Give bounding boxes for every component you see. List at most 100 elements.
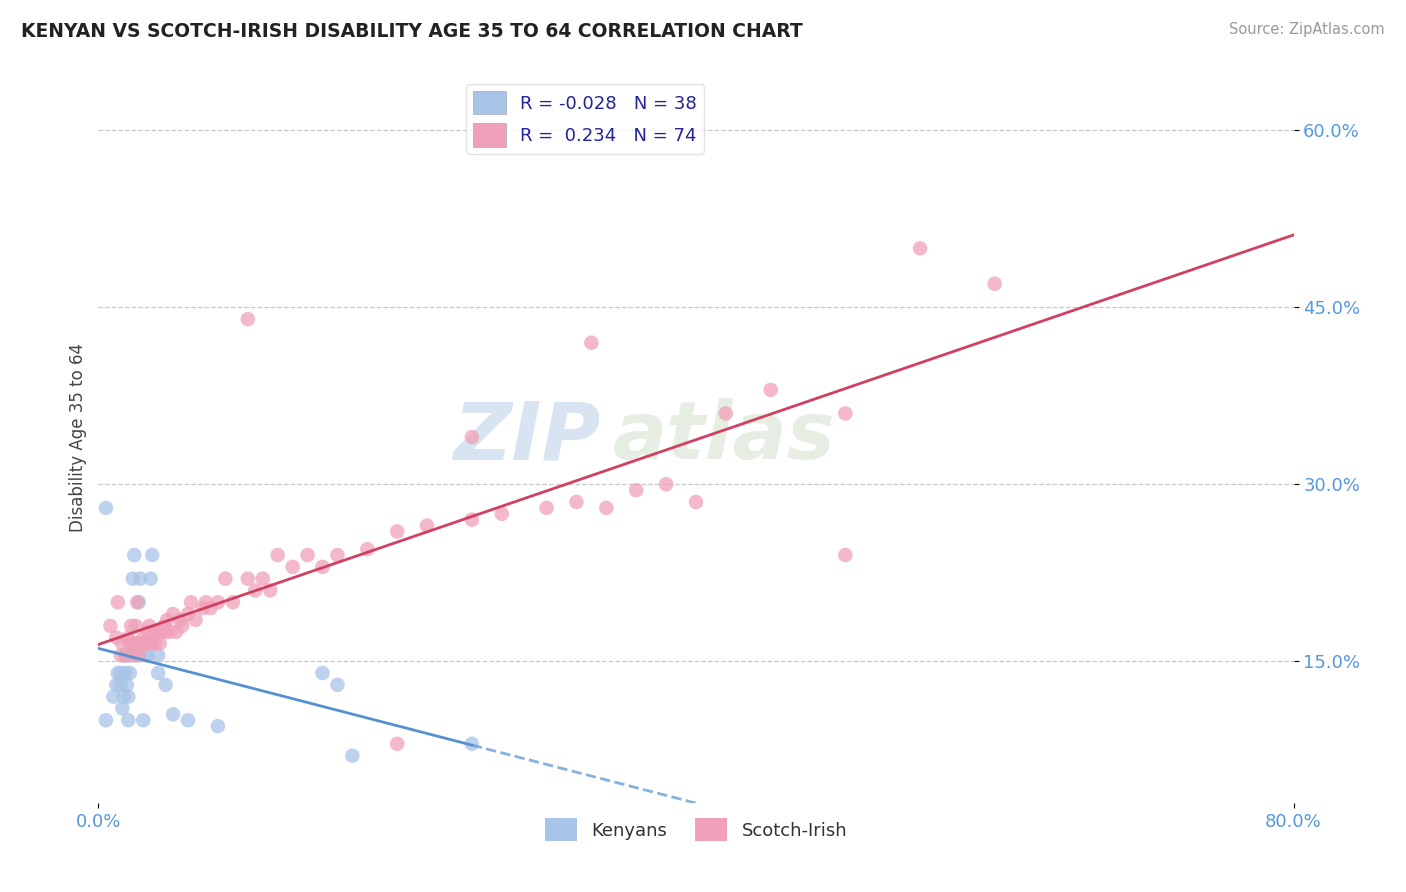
- Point: [156, 613, 179, 627]
- Point: [128, 595, 150, 609]
- Point: [162, 707, 184, 722]
- Point: [342, 748, 364, 763]
- Point: [118, 636, 141, 650]
- Point: [461, 430, 484, 444]
- Point: [148, 624, 170, 639]
- Point: [112, 690, 135, 704]
- Point: [107, 666, 129, 681]
- Point: [222, 595, 245, 609]
- Text: ZIP: ZIP: [453, 398, 600, 476]
- Point: [184, 613, 207, 627]
- Point: [326, 548, 349, 562]
- Point: [134, 636, 156, 650]
- Point: [110, 678, 132, 692]
- Point: [150, 624, 173, 639]
- Point: [98, 619, 122, 633]
- Point: [655, 477, 678, 491]
- Point: [132, 631, 155, 645]
- Point: [595, 500, 617, 515]
- Point: [385, 524, 409, 539]
- Point: [177, 713, 200, 727]
- Point: [416, 518, 439, 533]
- Point: [214, 572, 236, 586]
- Point: [143, 624, 166, 639]
- Point: [385, 737, 409, 751]
- Point: [107, 595, 129, 609]
- Point: [536, 500, 558, 515]
- Point: [117, 713, 139, 727]
- Point: [127, 648, 149, 663]
- Point: [125, 619, 148, 633]
- Point: [132, 713, 155, 727]
- Text: atlas: atlas: [613, 398, 835, 476]
- Point: [139, 572, 162, 586]
- Point: [110, 648, 132, 663]
- Point: [120, 619, 142, 633]
- Point: [127, 636, 149, 650]
- Text: KENYAN VS SCOTCH-IRISH DISABILITY AGE 35 TO 64 CORRELATION CHART: KENYAN VS SCOTCH-IRISH DISABILITY AGE 35…: [21, 22, 803, 41]
- Point: [121, 572, 143, 586]
- Point: [491, 507, 513, 521]
- Point: [111, 636, 134, 650]
- Point: [129, 636, 152, 650]
- Point: [105, 631, 128, 645]
- Point: [908, 241, 931, 255]
- Point: [155, 678, 177, 692]
- Point: [236, 312, 259, 326]
- Point: [141, 548, 163, 562]
- Point: [180, 595, 202, 609]
- Point: [114, 648, 136, 663]
- Point: [135, 636, 157, 650]
- Point: [565, 495, 588, 509]
- Point: [153, 619, 176, 633]
- Point: [165, 624, 187, 639]
- Point: [94, 500, 117, 515]
- Point: [311, 559, 333, 574]
- Point: [135, 648, 157, 663]
- Point: [236, 572, 259, 586]
- Point: [759, 383, 782, 397]
- Point: [117, 648, 139, 663]
- Point: [110, 666, 132, 681]
- Point: [207, 719, 229, 733]
- Point: [461, 513, 484, 527]
- Point: [984, 277, 1007, 291]
- Point: [114, 666, 136, 681]
- Point: [118, 666, 141, 681]
- Point: [259, 583, 281, 598]
- Point: [139, 636, 162, 650]
- Point: [136, 648, 159, 663]
- Point: [685, 495, 707, 509]
- Point: [714, 407, 737, 421]
- Legend: Kenyans, Scotch-Irish: Kenyans, Scotch-Irish: [537, 811, 855, 848]
- Point: [129, 572, 152, 586]
- Point: [114, 648, 136, 663]
- Point: [115, 678, 138, 692]
- Y-axis label: Disability Age 35 to 64: Disability Age 35 to 64: [69, 343, 87, 532]
- Point: [195, 595, 218, 609]
- Point: [124, 548, 146, 562]
- Point: [581, 335, 603, 350]
- Point: [117, 631, 139, 645]
- Point: [200, 601, 222, 615]
- Point: [245, 583, 267, 598]
- Point: [125, 636, 148, 650]
- Point: [162, 607, 184, 621]
- Point: [177, 607, 200, 621]
- Point: [281, 559, 304, 574]
- Point: [111, 701, 134, 715]
- Point: [143, 636, 166, 650]
- Point: [103, 690, 125, 704]
- Point: [138, 619, 160, 633]
- Point: [127, 595, 149, 609]
- Point: [191, 601, 214, 615]
- Text: Source: ZipAtlas.com: Source: ZipAtlas.com: [1229, 22, 1385, 37]
- Point: [461, 737, 484, 751]
- Point: [117, 690, 139, 704]
- Point: [326, 678, 349, 692]
- Point: [148, 648, 170, 663]
- Point: [172, 619, 194, 633]
- Point: [94, 713, 117, 727]
- Point: [120, 648, 142, 663]
- Point: [207, 595, 229, 609]
